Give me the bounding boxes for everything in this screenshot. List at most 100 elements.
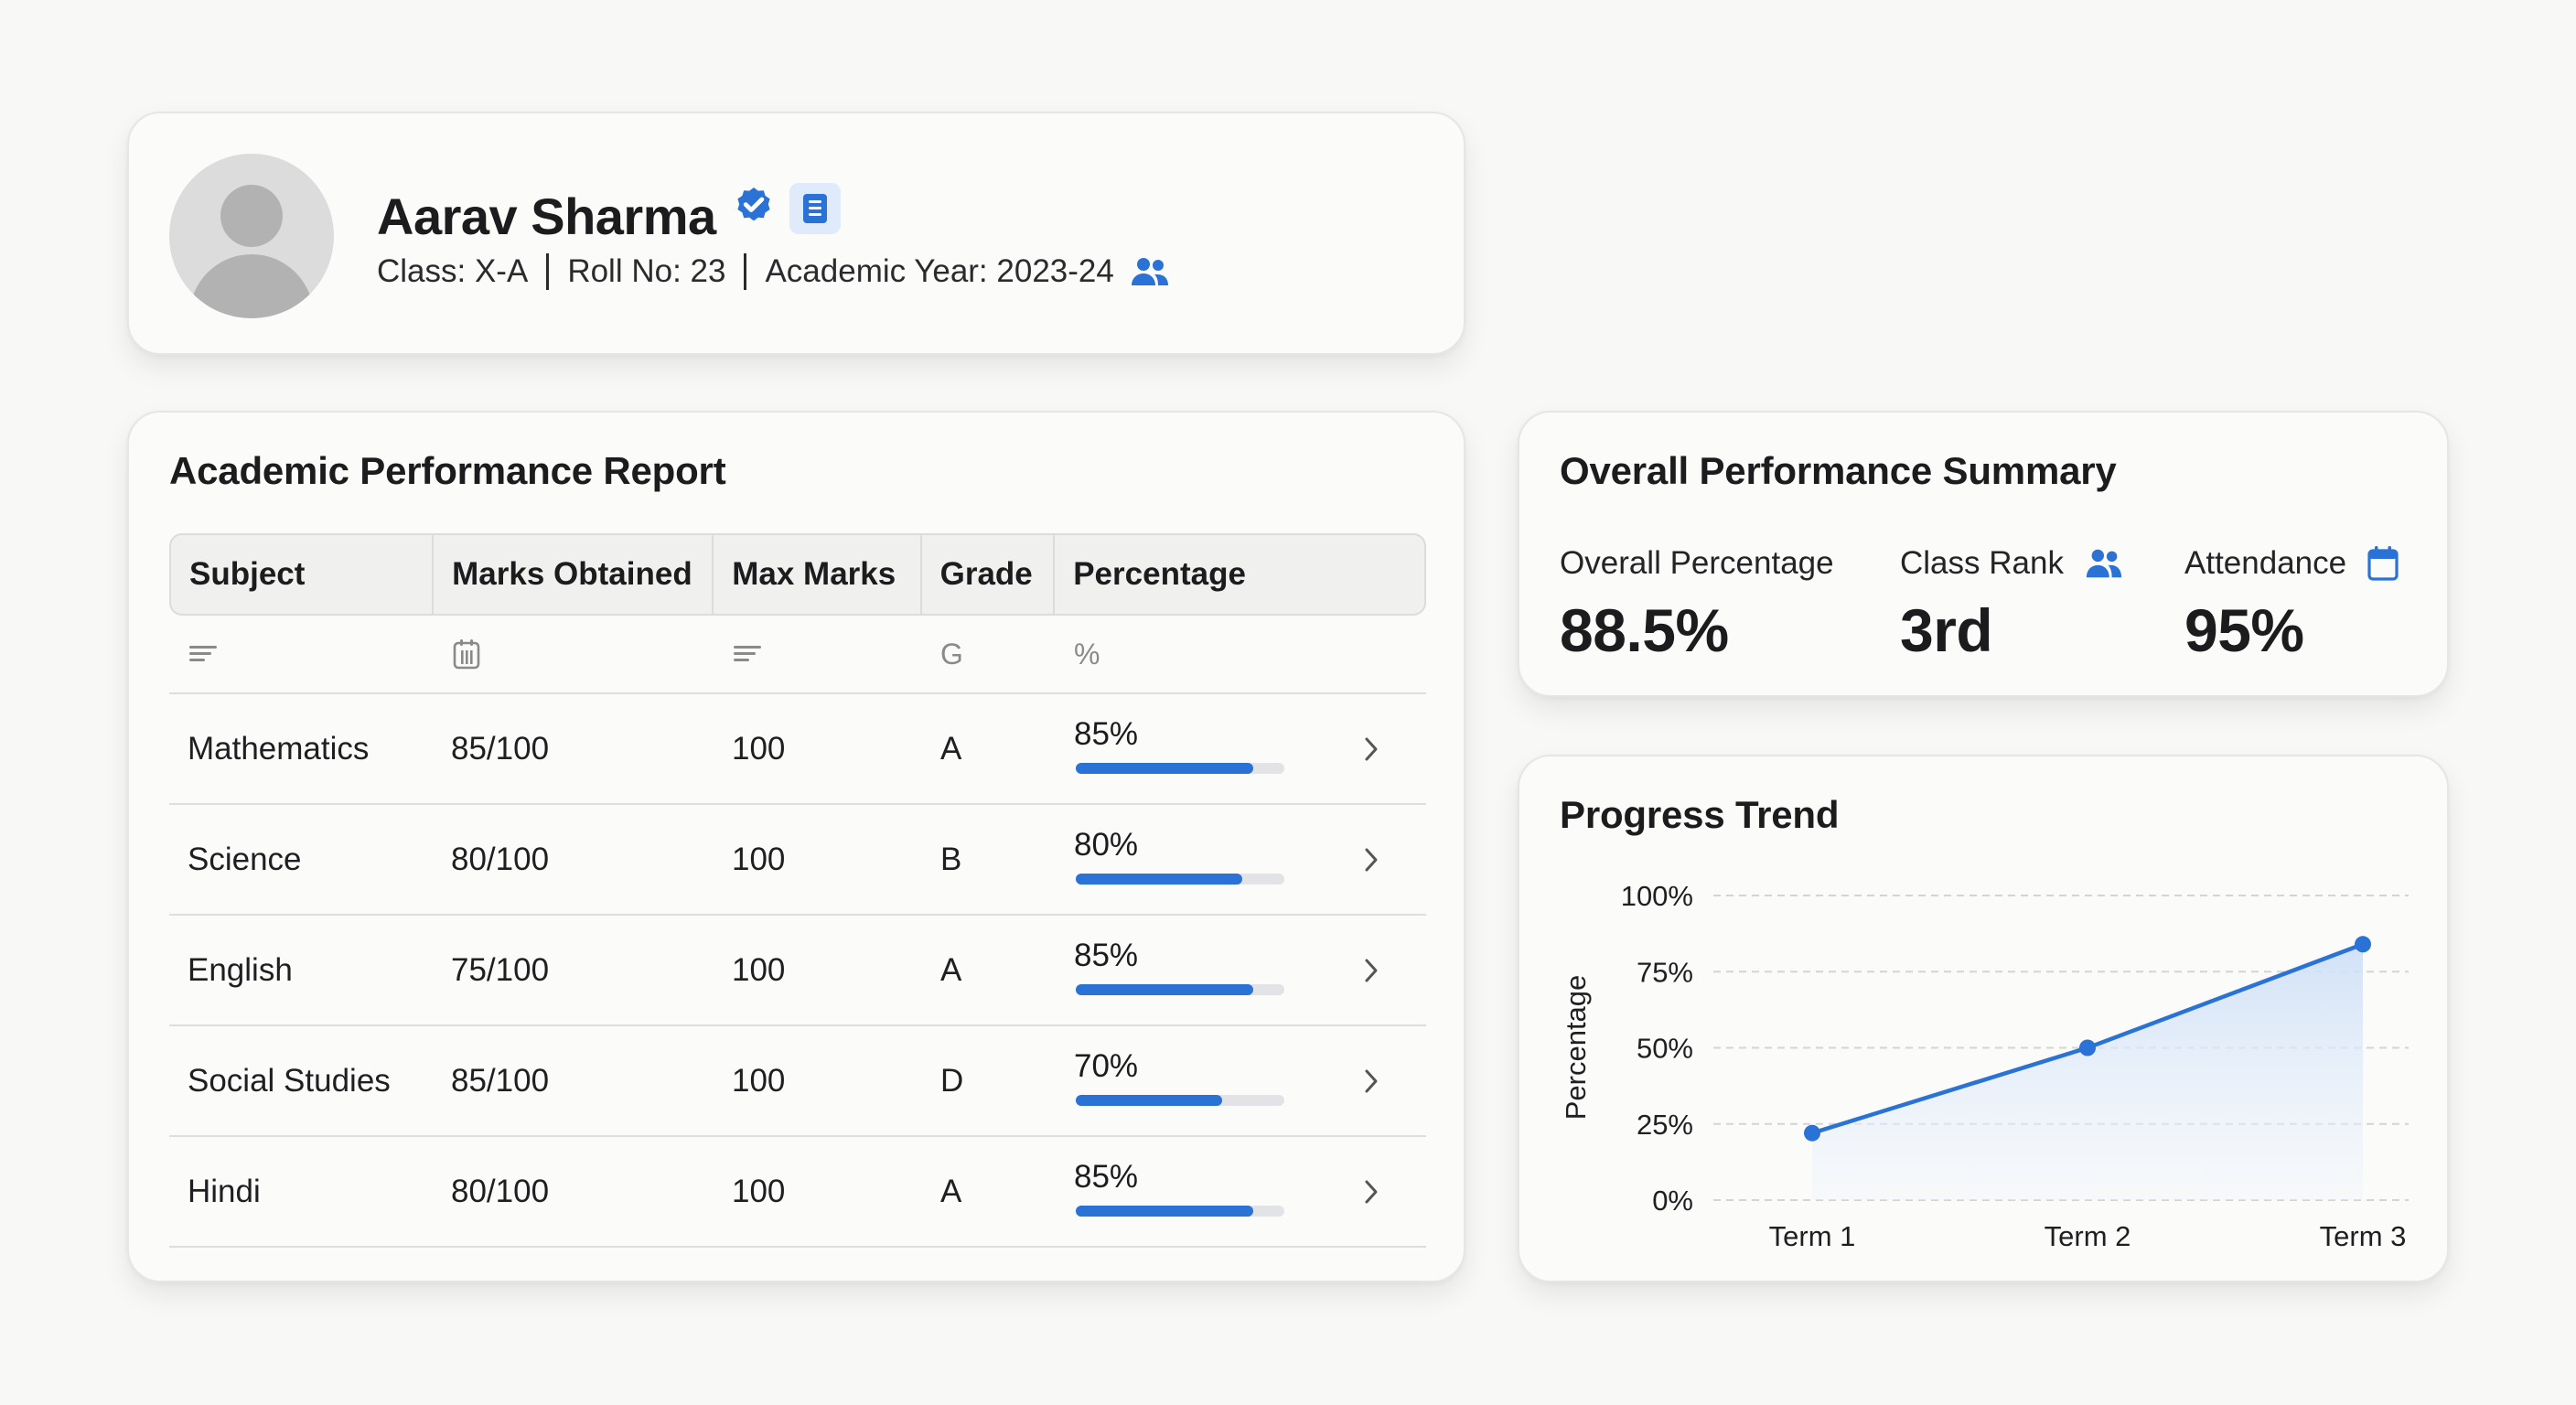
table-body: Mathematics 85/100 100 A 85% Science 80/100 100… bbox=[169, 694, 1426, 1248]
column-header-percentage[interactable]: Percentage bbox=[1073, 556, 1246, 592]
report-title: Academic Performance Report bbox=[169, 449, 726, 492]
grade-cell: A bbox=[940, 951, 962, 988]
trend-title: Progress Trend bbox=[1560, 793, 1840, 836]
table-header: Subject Marks Obtained Max Marks Grade P… bbox=[169, 533, 1426, 616]
percentage-cell: 80% bbox=[1056, 805, 1426, 914]
attendance-label-row: Attendance bbox=[2184, 541, 2399, 586]
table-row[interactable]: Social Studies 85/100 100 D 70% bbox=[169, 1026, 1426, 1137]
grade-cell: A bbox=[940, 1173, 962, 1209]
percentage-label: 85% bbox=[1074, 1159, 1139, 1195]
progress-bar-fill bbox=[1076, 1095, 1222, 1106]
x-tick-label: Term 2 bbox=[2045, 1220, 2131, 1252]
divider bbox=[546, 253, 550, 290]
divider bbox=[744, 253, 747, 290]
y-tick-label: 0% bbox=[1652, 1185, 1693, 1217]
subject-cell: Science bbox=[188, 841, 302, 877]
progress-bar-fill bbox=[1076, 984, 1253, 995]
calendar-icon bbox=[2367, 546, 2399, 581]
grade-filter[interactable]: G bbox=[940, 637, 963, 670]
progress-bar-track bbox=[1076, 984, 1284, 995]
max-marks-cell: 100 bbox=[732, 730, 786, 767]
table-row[interactable]: Mathematics 85/100 100 A 85% bbox=[169, 694, 1426, 805]
percentage-label: 85% bbox=[1074, 938, 1139, 973]
chevron-right-icon[interactable] bbox=[1362, 1067, 1380, 1096]
progress-bar-fill bbox=[1076, 874, 1243, 885]
data-point[interactable] bbox=[2355, 936, 2371, 953]
percentage-cell: 85% bbox=[1056, 916, 1426, 1024]
subject-cell: Mathematics bbox=[188, 730, 370, 767]
marks-obtained-cell: 85/100 bbox=[451, 1062, 550, 1099]
overall-percentage-label: Overall Percentage bbox=[1560, 545, 1834, 581]
academic-year-label: Academic Year: 2023-24 bbox=[765, 253, 1114, 289]
chevron-right-icon[interactable] bbox=[1362, 1177, 1380, 1207]
data-point[interactable] bbox=[2079, 1039, 2096, 1056]
max-marks-filter[interactable] bbox=[714, 641, 922, 667]
progress-bar-track bbox=[1076, 1206, 1284, 1217]
table-row[interactable]: English 75/100 100 A 85% bbox=[169, 916, 1426, 1026]
progress-bar-track bbox=[1076, 763, 1284, 774]
grade-cell: A bbox=[940, 730, 962, 767]
percentage-label: 80% bbox=[1074, 827, 1139, 863]
report-book-button[interactable] bbox=[789, 183, 841, 234]
student-name: Aarav Sharma bbox=[377, 188, 716, 245]
marks-filter[interactable] bbox=[433, 638, 714, 670]
max-marks-cell: 100 bbox=[732, 1173, 786, 1209]
calendar-filter-icon bbox=[453, 639, 480, 670]
summary-title: Overall Performance Summary bbox=[1560, 449, 2117, 492]
percentage-label: 70% bbox=[1074, 1048, 1139, 1084]
performance-table: Subject Marks Obtained Max Marks Grade P… bbox=[169, 533, 1426, 1248]
class-rank-label: Class Rank bbox=[1900, 545, 2064, 581]
book-icon bbox=[803, 194, 827, 223]
marks-obtained-cell: 80/100 bbox=[451, 1173, 550, 1209]
class-rank-value: 3rd bbox=[1900, 596, 1993, 664]
marks-obtained-cell: 80/100 bbox=[451, 841, 550, 877]
column-header-marks-obtained[interactable]: Marks Obtained bbox=[434, 535, 714, 614]
subject-cell: English bbox=[188, 951, 293, 988]
table-row[interactable]: Hindi 80/100 100 A 85% bbox=[169, 1137, 1426, 1248]
class-rank-metric: Class Rank 3rd bbox=[1900, 541, 2124, 665]
x-tick-label: Term 3 bbox=[2320, 1220, 2407, 1252]
subject-filter[interactable] bbox=[169, 641, 433, 667]
overall-percentage-value: 88.5% bbox=[1560, 596, 1729, 664]
users-icon bbox=[2086, 549, 2122, 578]
marks-obtained-cell: 85/100 bbox=[451, 730, 550, 767]
x-tick-label: Term 1 bbox=[1769, 1220, 1856, 1252]
overall-summary-card: Overall Performance Summary Overall Perc… bbox=[1518, 411, 2449, 697]
percentage-cell: 85% bbox=[1056, 694, 1426, 803]
y-tick-label: 25% bbox=[1637, 1109, 1693, 1141]
column-header-subject[interactable]: Subject bbox=[171, 535, 435, 614]
lines-filter-icon bbox=[189, 646, 217, 661]
avatar-head-shape bbox=[220, 185, 283, 247]
y-axis-title: Percentage bbox=[1560, 975, 1592, 1121]
progress-bar-track bbox=[1076, 874, 1284, 885]
column-header-max-marks[interactable]: Max Marks bbox=[714, 535, 922, 614]
student-profile-card: Aarav Sharma Class: X-A Roll No: 23 Acad… bbox=[127, 112, 1465, 355]
academic-report-card: Academic Performance Report Subject Mark… bbox=[127, 411, 1465, 1282]
progress-trend-chart: 0% 25% 50% 75% 100% Term 1 Term 2 Term 3 Percent… bbox=[1560, 880, 2409, 1252]
max-marks-cell: 100 bbox=[732, 1062, 786, 1099]
progress-bar-fill bbox=[1076, 763, 1253, 774]
avatar-body-shape bbox=[189, 254, 314, 318]
chevron-right-icon[interactable] bbox=[1362, 956, 1380, 985]
data-point[interactable] bbox=[1804, 1124, 1820, 1142]
student-meta-row: Class: X-A Roll No: 23 Academic Year: 20… bbox=[377, 249, 1171, 295]
max-marks-cell: 100 bbox=[732, 841, 786, 877]
percentage-filter[interactable]: % bbox=[1074, 637, 1100, 670]
class-rank-label-row: Class Rank bbox=[1900, 541, 2124, 586]
percentage-label: 85% bbox=[1074, 716, 1139, 752]
y-tick-label: 100% bbox=[1621, 880, 1693, 912]
roll-number-label: Roll No: 23 bbox=[567, 253, 726, 289]
subject-cell: Hindi bbox=[188, 1173, 261, 1209]
grade-cell: D bbox=[940, 1062, 964, 1099]
progress-bar-track bbox=[1076, 1095, 1284, 1106]
grade-cell: B bbox=[940, 841, 962, 877]
progress-trend-card: Progress Trend 0% 25% 50% 75% 100% Term 1 Term… bbox=[1518, 755, 2449, 1282]
overall-percentage-metric: Overall Percentage 88.5% bbox=[1560, 541, 1834, 665]
y-tick-label: 50% bbox=[1637, 1033, 1693, 1065]
column-header-grade[interactable]: Grade bbox=[922, 535, 1056, 614]
table-row[interactable]: Science 80/100 100 B 80% bbox=[169, 805, 1426, 916]
avatar[interactable] bbox=[169, 154, 334, 318]
chevron-right-icon[interactable] bbox=[1362, 735, 1380, 764]
users-icon[interactable] bbox=[1129, 255, 1171, 288]
chevron-right-icon[interactable] bbox=[1362, 845, 1380, 874]
